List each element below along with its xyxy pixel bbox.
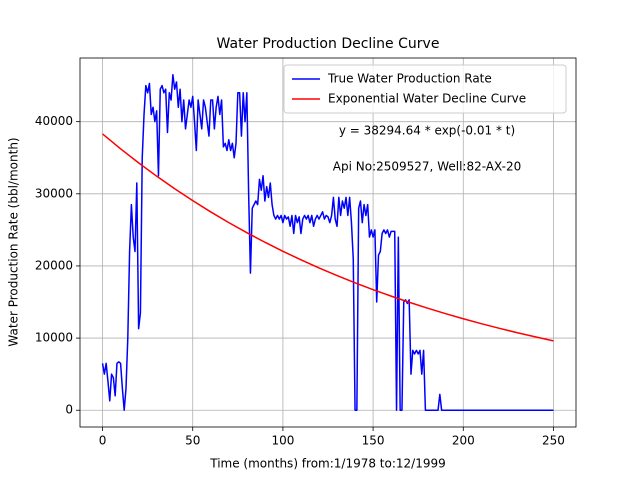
x-tick-label: 200	[452, 434, 475, 448]
x-tick-label: 100	[271, 434, 294, 448]
y-tick-label: 10000	[35, 331, 73, 345]
x-tick-label: 250	[542, 434, 565, 448]
annotation: y = 38294.64 * exp(-0.01 * t)	[339, 124, 515, 138]
data-line	[102, 133, 554, 342]
y-tick-label: 20000	[35, 258, 73, 272]
chart-title: Water Production Decline Curve	[217, 36, 440, 52]
x-tick-label: 150	[362, 434, 385, 448]
annotation: Api No:2509527, Well:82-AX-20	[333, 160, 521, 174]
legend-label: True Water Production Rate	[327, 72, 492, 86]
y-axis-label: Water Production Rate (bbl/month)	[7, 137, 21, 346]
x-tick-label: 0	[99, 434, 107, 448]
y-tick-label: 30000	[35, 186, 73, 200]
data-line	[101, 74, 554, 411]
x-tick-label: 50	[185, 434, 200, 448]
legend-box	[283, 64, 567, 114]
y-tick-label: 0	[65, 403, 73, 417]
y-tick-label: 40000	[35, 114, 73, 128]
x-axis-label: Time (months) from:1/1978 to:12/1999	[209, 457, 446, 471]
plot-frame	[79, 57, 577, 428]
legend-label: Exponential Water Decline Curve	[328, 92, 526, 106]
